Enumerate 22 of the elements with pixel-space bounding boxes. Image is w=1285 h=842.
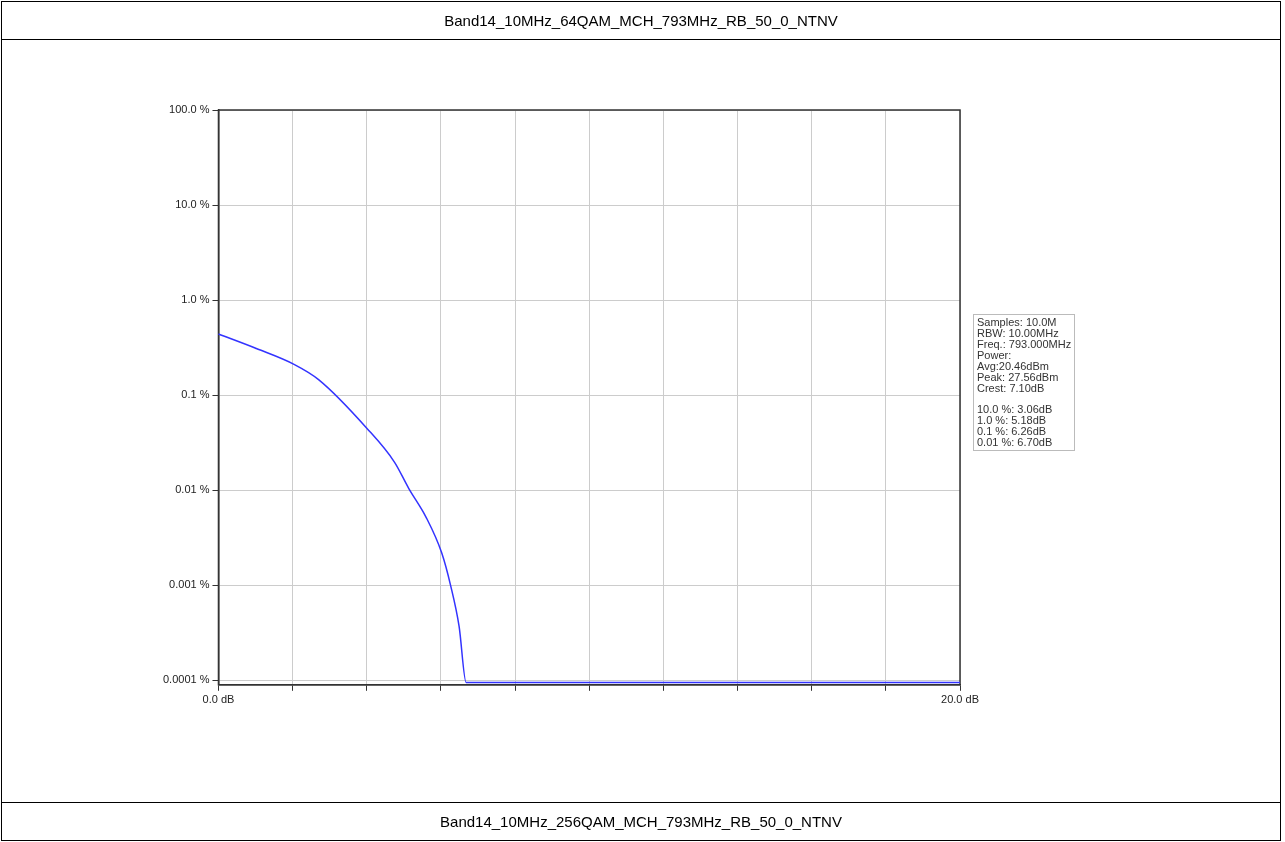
y-tick-label: 1.0 % xyxy=(181,293,210,306)
y-tick-label: 0.001 % xyxy=(169,578,210,591)
text: Peak: 27.56dBm xyxy=(977,371,1060,383)
text: 0.01 %: 6.70dB xyxy=(977,436,1054,448)
text: 0.1 %: 6.26dB xyxy=(977,425,1048,437)
x-tick-label: 0.0 dB xyxy=(202,693,235,706)
y-tick-label: 100.0 % xyxy=(169,103,210,116)
text: Samples: 10.0M xyxy=(977,316,1057,328)
chart-title: Band14_10MHz_64QAM_MCH_793MHz_RB_50_0_NTNV xyxy=(2,2,1280,40)
y-tick-label: 0.01 % xyxy=(175,483,210,496)
y-tick-label: 0.1 % xyxy=(181,388,210,401)
text: 10.0 %: 3.06dB xyxy=(977,403,1054,415)
text: Band14_10MHz_256QAM_MCH_793MHz_RB_50_0_NTNV xyxy=(2,802,1280,841)
text: Crest: 7.10dB xyxy=(977,382,1046,394)
text: Avg:20.46dBm xyxy=(977,360,1049,372)
x-tick-label: 20.0 dB xyxy=(941,693,979,706)
y-tick-label: 10.0 % xyxy=(175,198,210,211)
text: Power: xyxy=(977,349,1013,361)
y-tick-label: 0.0001 % xyxy=(163,673,210,686)
text: RBW: 10.00MHz xyxy=(977,327,1060,339)
text: 1.0 %: 5.18dB xyxy=(977,414,1048,426)
text: Freq.: 793.000MHz xyxy=(977,338,1072,350)
